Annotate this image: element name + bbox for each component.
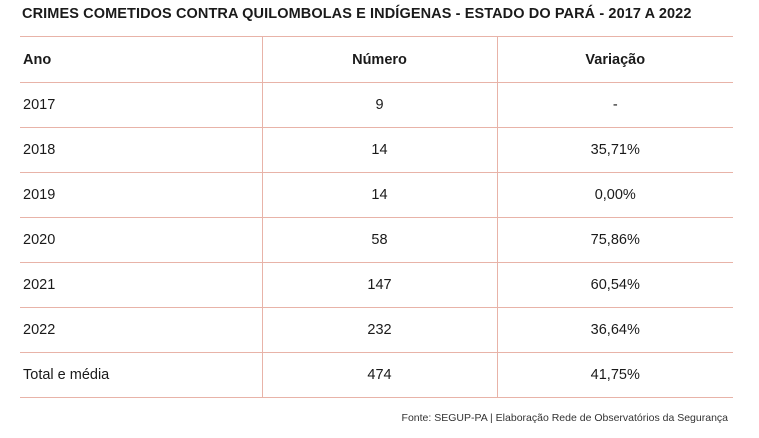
cell-variacao: 41,75% xyxy=(496,352,733,398)
cell-numero: 14 xyxy=(261,172,497,218)
cell-ano: 2019 xyxy=(20,172,262,218)
table-row: 2017 9 - xyxy=(20,82,733,128)
cell-ano: 2022 xyxy=(20,307,262,353)
cell-variacao: 36,64% xyxy=(496,307,733,353)
crimes-table: Ano Número Variação 2017 9 - 2018 14 35,… xyxy=(20,36,733,398)
table-header-row: Ano Número Variação xyxy=(20,36,733,83)
cell-ano: 2020 xyxy=(20,217,262,263)
table-title: CRIMES COMETIDOS CONTRA QUILOMBOLAS E IN… xyxy=(22,6,692,22)
header-ano: Ano xyxy=(20,36,262,83)
header-numero: Número xyxy=(261,36,497,83)
cell-numero: 9 xyxy=(261,82,497,128)
cell-ano: 2018 xyxy=(20,127,262,173)
table-row: 2021 147 60,54% xyxy=(20,262,733,308)
table-row: 2019 14 0,00% xyxy=(20,172,733,218)
table-row: 2018 14 35,71% xyxy=(20,127,733,173)
table-row: 2022 232 36,64% xyxy=(20,307,733,353)
cell-ano: 2021 xyxy=(20,262,262,308)
cell-variacao: 0,00% xyxy=(496,172,733,218)
header-variacao: Variação xyxy=(496,36,733,83)
cell-variacao: 35,71% xyxy=(496,127,733,173)
cell-numero: 147 xyxy=(261,262,497,308)
source-note: Fonte: SEGUP-PA | Elaboração Rede de Obs… xyxy=(401,412,728,424)
cell-variacao: - xyxy=(496,82,733,128)
cell-numero: 14 xyxy=(261,127,497,173)
table-row: 2020 58 75,86% xyxy=(20,217,733,263)
cell-numero: 474 xyxy=(261,352,497,398)
table-row-total: Total e média 474 41,75% xyxy=(20,352,733,398)
cell-numero: 58 xyxy=(261,217,497,263)
cell-variacao: 60,54% xyxy=(496,262,733,308)
cell-ano: 2017 xyxy=(20,82,262,128)
cell-ano: Total e média xyxy=(20,352,262,398)
cell-variacao: 75,86% xyxy=(496,217,733,263)
cell-numero: 232 xyxy=(261,307,497,353)
